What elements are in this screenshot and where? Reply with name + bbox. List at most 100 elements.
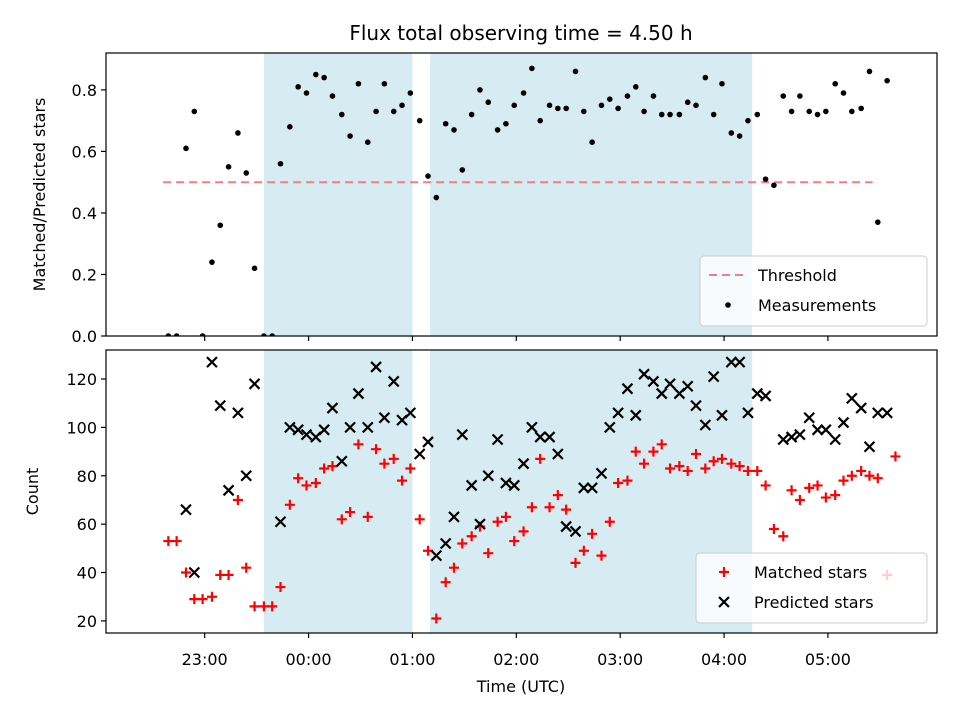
plot-area [163, 53, 890, 336]
data-point-matched [197, 594, 208, 605]
data-point-matched [327, 461, 338, 472]
data-point-measurement [676, 111, 683, 118]
data-point-measurement [191, 108, 198, 115]
data-point-measurement [823, 108, 829, 115]
data-point-measurement [407, 90, 414, 96]
data-point-measurement [225, 164, 232, 170]
data-point-measurement [581, 108, 587, 115]
data-point-predicted [837, 416, 850, 429]
data-point-measurement [710, 111, 717, 118]
data-point-predicted [222, 484, 235, 497]
data-point-predicted [404, 407, 417, 419]
data-point-matched [518, 526, 529, 537]
data-point-predicted [474, 518, 486, 530]
data-point-matched [552, 490, 563, 501]
data-point-measurement [287, 124, 293, 130]
plot-area [163, 350, 901, 633]
data-point-matched [794, 494, 805, 505]
data-point-matched [310, 478, 321, 489]
data-point-matched [682, 465, 693, 476]
data-point-predicted [699, 419, 712, 431]
data-point-predicted [647, 375, 660, 388]
data-point-matched [742, 465, 753, 476]
legend-label: Matched stars [754, 563, 867, 582]
top-panel-ratio: 0.0 0.2 0.4 0.6 0.8 Matched/Predicted stars Th… [30, 52, 938, 346]
data-point-matched [223, 569, 234, 580]
y-axis-title: Matched/Predicted stars [30, 98, 49, 292]
data-point-matched [768, 523, 779, 534]
data-point-measurement [874, 219, 881, 225]
data-point-measurement [719, 80, 725, 87]
chart-title: Flux total observing time = 4.50 h [349, 21, 692, 45]
data-point-matched [752, 465, 763, 476]
shaded-interval [430, 53, 753, 336]
data-point-predicted [655, 387, 668, 400]
data-point-measurement [598, 102, 605, 109]
data-point-measurement [165, 333, 172, 336]
data-point-measurement [459, 167, 466, 173]
data-point-measurement [303, 90, 310, 96]
data-point-matched [492, 516, 503, 527]
data-point-measurement [520, 90, 527, 96]
data-point-matched [414, 514, 425, 525]
legend-label: Predicted stars [754, 593, 874, 612]
data-point-matched [232, 494, 243, 505]
y-tick-label: 40 [77, 564, 97, 583]
data-point-measurement [745, 117, 751, 124]
data-point-matched [535, 453, 546, 464]
data-point-predicted [785, 431, 798, 443]
legend-measurement-swatch [725, 302, 731, 308]
x-tick-label: 03:00 [597, 650, 643, 669]
data-point-matched [457, 538, 468, 549]
data-point-predicted [846, 392, 858, 405]
data-point-measurement [832, 80, 839, 87]
data-point-predicted [534, 431, 546, 443]
data-point-measurement [806, 108, 813, 115]
data-point-matched [284, 499, 295, 510]
data-point-measurement [797, 93, 803, 99]
data-point-predicted [448, 511, 460, 523]
x-tick-label: 02:00 [493, 650, 539, 669]
data-point-measurement [736, 133, 743, 139]
data-point-predicted [690, 399, 702, 412]
data-point-predicted [681, 380, 694, 393]
data-point-matched [500, 511, 511, 522]
data-point-measurement [399, 102, 405, 109]
data-point-predicted [638, 368, 650, 380]
data-point-matched [405, 463, 416, 474]
data-point-measurement [511, 102, 518, 109]
data-point-predicted [240, 470, 253, 482]
data-point-predicted [829, 433, 841, 446]
data-point-matched [726, 458, 737, 469]
data-point-matched [656, 439, 667, 450]
data-point-matched [578, 545, 589, 556]
data-point-measurement [209, 259, 215, 265]
data-point-measurement [632, 84, 639, 90]
data-point-measurement [788, 108, 795, 115]
x-tick-label: 04:00 [701, 650, 747, 669]
data-point-measurement [269, 333, 275, 336]
data-point-measurement [667, 111, 673, 118]
data-point-predicted [777, 433, 790, 446]
data-point-predicted [370, 361, 382, 373]
data-point-measurement [433, 194, 440, 201]
data-point-matched [639, 458, 650, 469]
data-point-measurement [849, 108, 855, 115]
data-point-matched [890, 451, 901, 462]
data-point-measurement [537, 117, 543, 124]
data-point-predicted [881, 407, 893, 419]
legend: Matched stars Predicted stars [695, 552, 928, 624]
data-point-predicted [300, 428, 313, 441]
data-point-matched [241, 562, 252, 573]
data-point-predicted [560, 520, 572, 533]
y-tick-label: 120 [66, 370, 97, 389]
data-point-matched [778, 531, 789, 542]
data-point-predicted [284, 421, 296, 434]
data-point-predicted [526, 421, 538, 434]
data-point-predicted [413, 448, 426, 460]
data-point-measurement [251, 265, 258, 272]
data-point-measurement [702, 74, 709, 81]
data-point-predicted [517, 457, 530, 470]
data-point-matched [466, 531, 477, 542]
